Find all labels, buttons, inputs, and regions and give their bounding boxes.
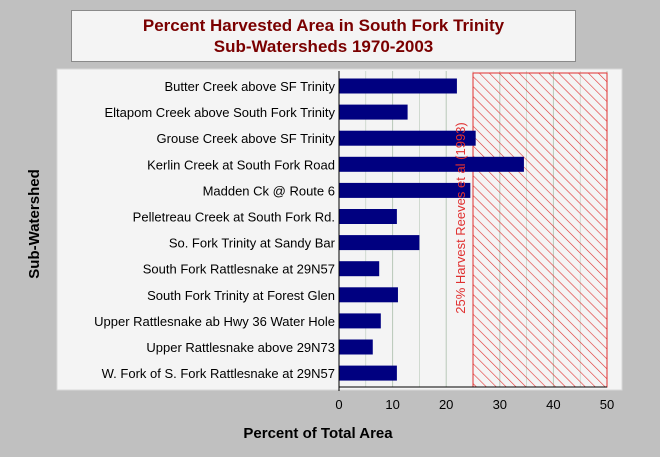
bar — [339, 339, 373, 355]
bar — [339, 313, 381, 329]
x-tick-label: 20 — [439, 397, 453, 412]
category-label: South Fork Rattlesnake at 29N57 — [143, 262, 335, 277]
bar — [339, 130, 476, 146]
category-label: Eltapom Creek above South Fork Trinity — [105, 105, 336, 120]
chart-title-line-1: Percent Harvested Area in South Fork Tri… — [142, 16, 505, 35]
bar — [339, 78, 457, 94]
category-label: Butter Creek above SF Trinity — [164, 79, 335, 94]
chart-title-box: Percent Harvested Area in South Fork Tri… — [71, 10, 576, 62]
bars — [339, 78, 524, 381]
bar — [339, 287, 398, 303]
category-label: Madden Ck @ Route 6 — [203, 183, 335, 198]
threshold-region — [472, 72, 608, 388]
x-tick-label: 40 — [546, 397, 560, 412]
category-labels: Butter Creek above SF Trinity Eltapom Cre… — [94, 79, 336, 381]
category-label: Pelletreau Creek at South Fork Rd. — [133, 210, 335, 225]
bar — [339, 235, 420, 251]
bar — [339, 261, 380, 277]
bar — [339, 209, 397, 224]
bar — [339, 104, 408, 120]
category-label: So. Fork Trinity at Sandy Bar — [169, 236, 336, 251]
category-label: W. Fork of S. Fork Rattlesnake at 29N57 — [102, 366, 335, 381]
x-tick-label: 30 — [493, 397, 507, 412]
threshold-label: 25% Harvest Reeves et al (1993) — [453, 122, 468, 313]
category-label: Upper Rattlesnake ab Hwy 36 Water Hole — [94, 314, 335, 329]
x-tick-label: 50 — [600, 397, 614, 412]
bar — [339, 182, 471, 198]
x-tick-labels: 0 10 20 30 40 50 — [335, 397, 614, 412]
category-label: South Fork Trinity at Forest Glen — [147, 288, 335, 303]
category-label: Upper Rattlesnake above 29N73 — [146, 340, 335, 355]
bar — [339, 156, 524, 172]
category-label: Grouse Creek above SF Trinity — [157, 131, 336, 146]
y-axis-title: Sub-Watershed — [26, 169, 43, 278]
x-axis-title: Percent of Total Area — [243, 425, 393, 442]
bar — [339, 365, 397, 381]
x-tick-label: 0 — [335, 397, 342, 412]
chart-title-line-2: Sub-Watersheds 1970-2003 — [213, 37, 434, 56]
x-tick-label: 10 — [385, 397, 399, 412]
category-label: Kerlin Creek at South Fork Road — [147, 157, 335, 172]
